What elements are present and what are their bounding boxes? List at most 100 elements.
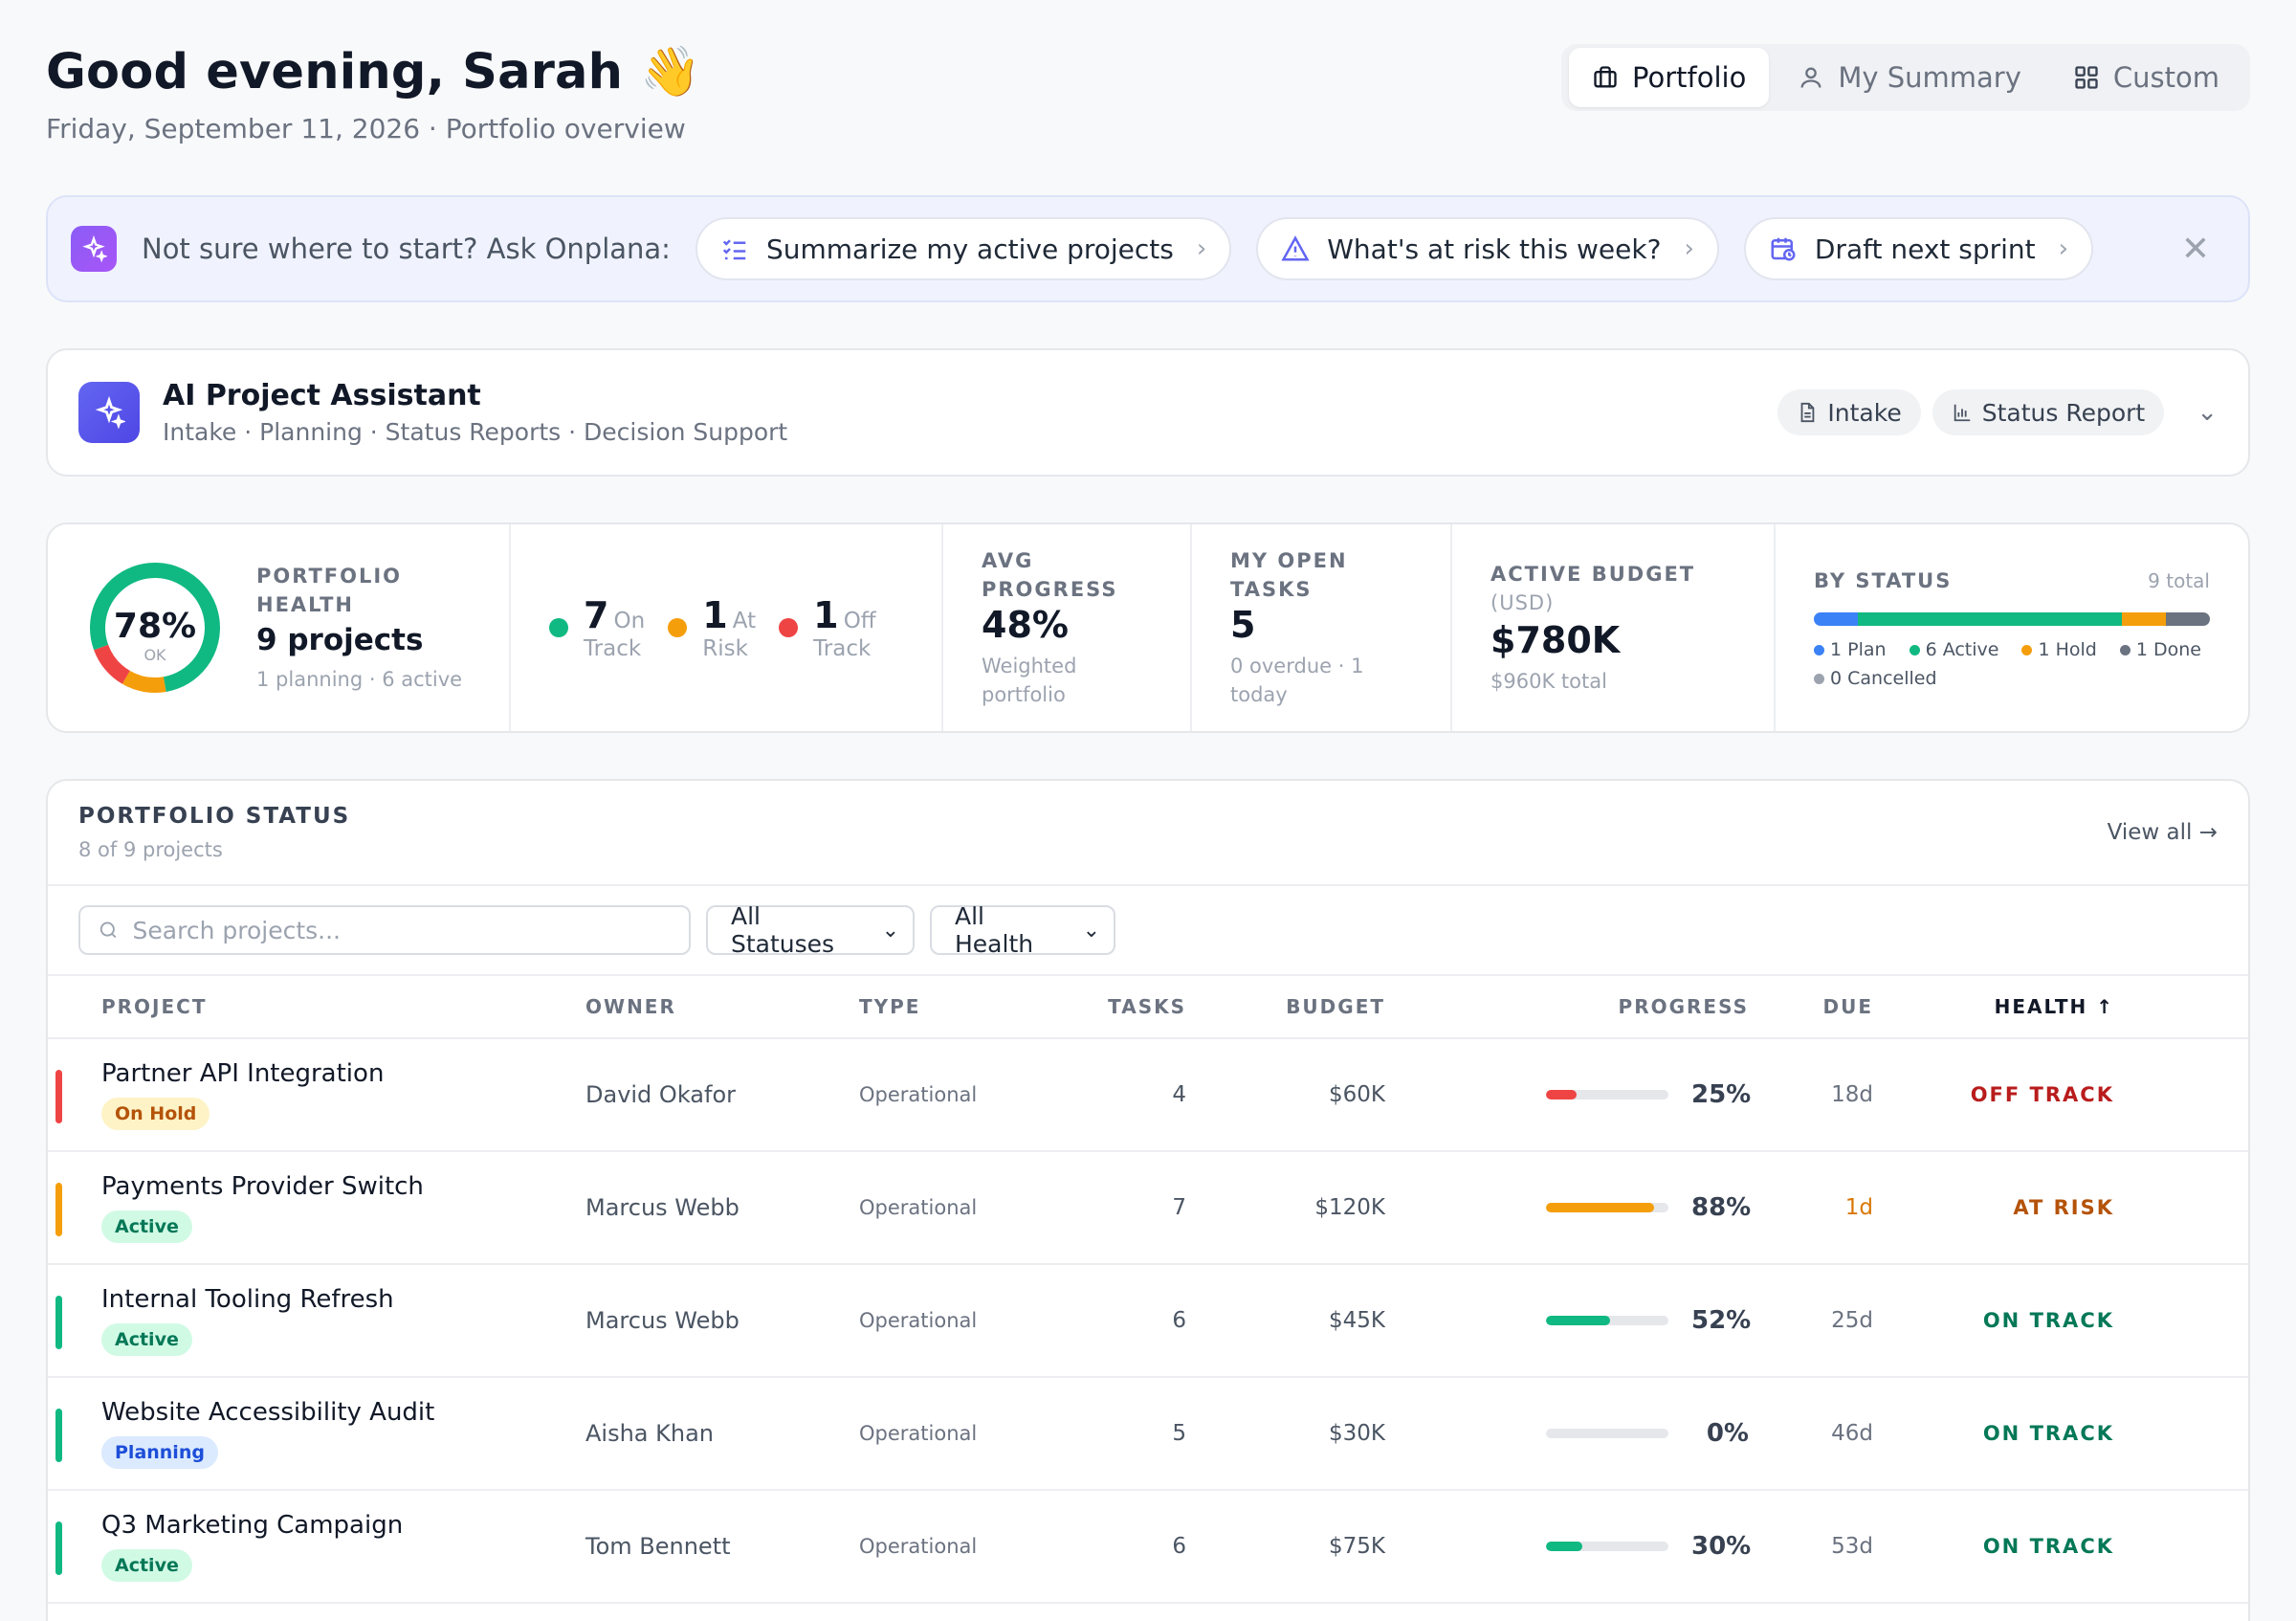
view-my-summary-label: My Summary (1838, 61, 2021, 94)
progress-percent: 30% (1691, 1532, 1752, 1561)
kpi-progress-label2: PROGRESS (982, 578, 1118, 601)
health-state: OK (144, 646, 166, 664)
progress-bar (1546, 1203, 1668, 1212)
kpi-tasks-value: 5 (1230, 604, 1256, 646)
greeting-title: Good evening, Sarah 👋 (46, 44, 701, 100)
progress-bar (1546, 1316, 1668, 1325)
at-risk-number: 1 (702, 594, 728, 636)
chevron-down-icon[interactable]: ⌄ (2197, 398, 2218, 427)
column-progress[interactable]: PROGRESS (1618, 995, 1749, 1018)
view-all-link[interactable]: View all → (2107, 820, 2218, 845)
suggestion-summarize-projects[interactable]: Summarize my active projects › (695, 217, 1232, 280)
suggestion-risk-this-week[interactable]: What's at risk this week? › (1256, 217, 1719, 280)
kpi-tasks-note2: today (1230, 683, 1288, 706)
off-track-word: Off (843, 609, 876, 633)
project-due: 25d (1831, 1308, 1873, 1333)
view-portfolio-button[interactable]: Portfolio (1569, 48, 1770, 107)
progress-bar (1546, 1090, 1668, 1099)
project-budget: $120K (1314, 1195, 1385, 1220)
ask-prompt: Not sure where to start? Ask Onplana: (142, 233, 671, 265)
column-type[interactable]: TYPE (859, 995, 921, 1018)
view-custom-button[interactable]: Custom (2050, 48, 2242, 107)
search-icon (99, 922, 117, 939)
project-name[interactable]: Payments Provider Switch (101, 1172, 424, 1201)
warning-icon (1281, 235, 1310, 261)
off-track-count[interactable]: 1 Off Track (779, 594, 876, 661)
project-tasks: 6 (1172, 1308, 1186, 1333)
project-health: OFF TRACK (1970, 1083, 2114, 1106)
status-dot (2021, 644, 2033, 655)
column-due[interactable]: DUE (1822, 995, 1873, 1018)
at-risk-dot (668, 618, 688, 637)
project-owner: Marcus Webb (585, 1194, 740, 1221)
portfolio-status-header: PORTFOLIO STATUS 8 of 9 projects View al… (48, 781, 2248, 886)
kpi-health-note: 1 planning · 6 active (256, 668, 463, 691)
search-field[interactable] (78, 905, 691, 955)
column-health-sorted[interactable]: HEALTH ↑ (1994, 995, 2114, 1018)
column-tasks[interactable]: TASKS (1108, 995, 1186, 1018)
ai-assistant-card[interactable]: AI Project Assistant Intake · Planning ·… (46, 348, 2250, 477)
table-row[interactable]: Internal Tooling Refresh Active Marcus W… (48, 1265, 2248, 1378)
kpi-budget-label: ACTIVE BUDGET (1490, 563, 1696, 586)
health-filter-value: All Health (955, 902, 1034, 958)
suggestion-draft-sprint[interactable]: Draft next sprint › (1743, 217, 2094, 280)
project-name[interactable]: Website Accessibility Audit (101, 1398, 435, 1427)
project-name[interactable]: Internal Tooling Refresh (101, 1285, 394, 1314)
ai-assistant-title: AI Project Assistant (163, 379, 481, 412)
kpi-progress-note2: portfolio (982, 683, 1066, 706)
project-budget: $45K (1329, 1308, 1385, 1333)
table-row[interactable]: Partner API Integration On Hold David Ok… (48, 1039, 2248, 1152)
column-budget[interactable]: BUDGET (1286, 995, 1385, 1018)
status-report-button[interactable]: Status Report (1932, 389, 2165, 435)
project-name[interactable]: Partner API Integration (101, 1059, 385, 1088)
table-row[interactable]: Payments Provider Switch Active Marcus W… (48, 1152, 2248, 1265)
project-tasks: 6 (1172, 1534, 1186, 1559)
off-track-word2: Track (813, 636, 872, 661)
status-filter-select[interactable]: All Statuses ⌄ (706, 902, 915, 958)
project-name[interactable]: Q3 Marketing Campaign (101, 1511, 404, 1540)
on-track-word2: Track (584, 636, 642, 661)
column-owner[interactable]: OWNER (585, 995, 676, 1018)
chevron-right-icon: › (1196, 234, 1207, 263)
view-my-summary-button[interactable]: My Summary (1775, 48, 2044, 107)
health-filter-select[interactable]: All Health ⌄ (930, 902, 1115, 958)
search-input[interactable] (132, 916, 672, 944)
project-health: AT RISK (2013, 1196, 2114, 1219)
donut-on-track-segment (90, 563, 220, 693)
ask-onplana-bar: Not sure where to start? Ask Onplana: Su… (46, 195, 2250, 302)
at-risk-count[interactable]: 1 At Risk (668, 594, 756, 661)
kpi-active-budget: ACTIVE BUDGET (USD) $780K $960K total (1452, 524, 1776, 731)
status-badge: Active (101, 1210, 192, 1243)
project-owner: Tom Bennett (585, 1533, 731, 1560)
on-track-count[interactable]: 7 On Track (549, 594, 645, 661)
kpi-tasks-note: 0 overdue · 1 (1230, 655, 1364, 677)
status-dot (1814, 673, 1824, 684)
sparkle-icon (71, 226, 117, 272)
progress-fill (1546, 1316, 1610, 1325)
intake-button[interactable]: Intake (1777, 389, 1921, 435)
kpi-strip: 78% OK PORTFOLIO HEALTH 9 projects 1 pla… (46, 522, 2250, 733)
status-bar-segment (2165, 612, 2210, 626)
progress-percent: 52% (1691, 1306, 1752, 1335)
status-dot (1814, 644, 1824, 655)
status-badge: Active (101, 1323, 192, 1356)
project-type: Operational (859, 1422, 978, 1445)
grid-icon (2075, 66, 2098, 89)
project-due: 46d (1831, 1421, 1873, 1446)
close-icon[interactable]: ✕ (2180, 229, 2210, 269)
kpi-open-tasks[interactable]: MY OPEN TASKS 5 0 overdue · 1 today (1192, 524, 1452, 731)
status-legend-label: 1 Plan (1830, 639, 1887, 660)
project-due: 18d (1831, 1082, 1873, 1107)
table-row[interactable]: Q3 Marketing Campaign Active Tom Bennett… (48, 1491, 2248, 1604)
project-type: Operational (859, 1196, 978, 1219)
status-legend-label: 0 Cancelled (1830, 668, 1937, 689)
project-progress: 30% (1385, 1532, 1752, 1561)
chevron-right-icon: › (1684, 234, 1694, 263)
status-legend-item: 1 Plan (1814, 639, 1887, 660)
status-legend-label: 1 Hold (2038, 639, 2097, 660)
project-type: Operational (859, 1535, 978, 1558)
table-row[interactable]: Website Accessibility Audit Planning Ais… (48, 1378, 2248, 1491)
kpi-health-breakdown: 7 On Track 1 At Risk 1 Off Track (511, 524, 943, 731)
page-subtitle: Friday, September 11, 2026 · Portfolio o… (46, 113, 686, 144)
column-project[interactable]: PROJECT (101, 995, 208, 1018)
